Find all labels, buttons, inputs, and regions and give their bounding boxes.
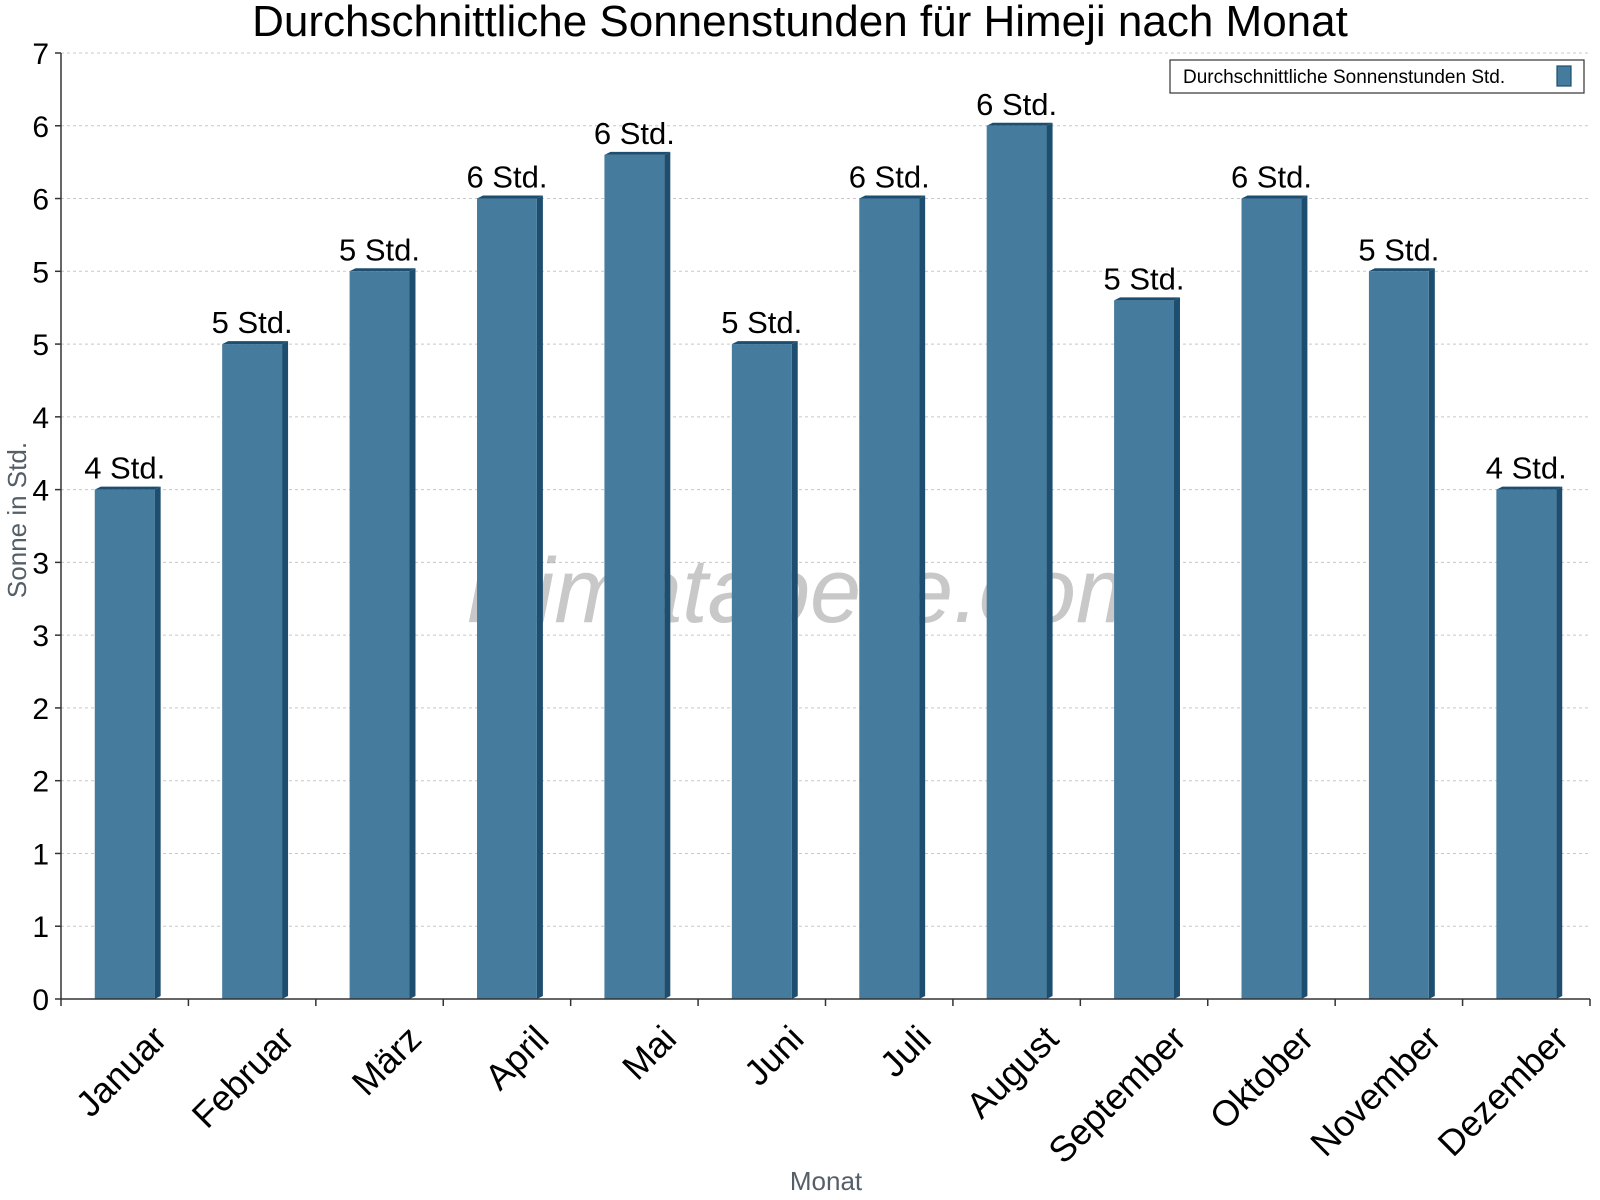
y-tick-label: 2 xyxy=(32,693,49,726)
bar-top xyxy=(477,195,543,199)
legend-label: Durchschnittliche Sonnenstunden Std. xyxy=(1183,67,1505,88)
bar-side xyxy=(1046,122,1053,1000)
bar-side xyxy=(1173,297,1180,999)
data-label: 4 Std. xyxy=(84,451,165,486)
data-label: 6 Std. xyxy=(466,160,547,195)
bar xyxy=(1114,300,1174,999)
x-tick-label: Dezember xyxy=(1430,1018,1576,1164)
y-tick-label: 5 xyxy=(32,329,49,362)
x-tick-label: März xyxy=(344,1018,430,1104)
bar xyxy=(731,344,792,1000)
y-axis-ticks: 0 1 1 2 2 3 3 4 4 5 5 6 6 7 xyxy=(32,38,61,1017)
bar xyxy=(222,344,283,1000)
bar-mai: 6 Std. xyxy=(594,116,675,999)
bar xyxy=(477,198,537,1000)
bar-top xyxy=(604,151,671,155)
x-tick-label: September xyxy=(1040,1018,1194,1172)
data-label: 6 Std. xyxy=(976,87,1057,122)
data-label: 5 Std. xyxy=(339,232,420,267)
x-tick-label: Juni xyxy=(736,1018,812,1094)
chart-title: Durchschnittliche Sonnenstunden für Hime… xyxy=(252,0,1348,46)
bar-side xyxy=(536,195,543,1000)
bar-side xyxy=(154,486,161,1000)
data-label: 5 Std. xyxy=(721,305,802,340)
x-tick-label: Juli xyxy=(872,1018,939,1085)
bar-top xyxy=(1496,486,1563,490)
y-tick-label: 6 xyxy=(32,184,49,217)
data-label: 5 Std. xyxy=(1104,261,1185,296)
x-tick-label: November xyxy=(1302,1018,1448,1164)
bar-september: 5 Std. xyxy=(1104,261,1185,999)
bar-side xyxy=(664,151,671,999)
bar-juni: 5 Std. xyxy=(721,305,802,1000)
bar-oktober: 6 Std. xyxy=(1231,160,1312,1000)
bar-märz: 5 Std. xyxy=(339,232,420,999)
bar-top xyxy=(94,486,161,490)
bar-dezember: 4 Std. xyxy=(1486,451,1567,1000)
bar-side xyxy=(791,341,798,1000)
bar-side xyxy=(282,341,289,1000)
bar-november: 5 Std. xyxy=(1358,232,1439,999)
axes xyxy=(60,53,1590,1000)
legend: Durchschnittliche Sonnenstunden Std. xyxy=(1169,59,1585,94)
x-axis-label: Monat xyxy=(790,1166,863,1196)
bar xyxy=(1496,489,1557,999)
bar-april: 6 Std. xyxy=(466,160,547,1000)
bar-side xyxy=(1556,486,1563,1000)
data-label: 4 Std. xyxy=(1486,451,1567,486)
legend-swatch xyxy=(1556,65,1572,87)
bar-juli: 6 Std. xyxy=(849,160,930,1000)
x-tick-label: Januar xyxy=(68,1018,175,1125)
y-tick-label: 4 xyxy=(32,402,49,435)
y-tick-label: 3 xyxy=(32,547,49,580)
bar-side xyxy=(1301,195,1308,1000)
x-tick-label: Mai xyxy=(614,1018,684,1088)
y-tick-label: 3 xyxy=(32,620,49,653)
bar-januar: 4 Std. xyxy=(84,451,165,1000)
bars: 4 Std. 5 Std. 5 Std. 6 Std. 6 Std. 5 Std. 6 St… xyxy=(84,87,1567,1000)
y-tick-label: 0 xyxy=(32,984,49,1017)
x-tick-label: April xyxy=(477,1018,557,1098)
grid-lines xyxy=(61,52,1590,927)
bar-august: 6 Std. xyxy=(976,87,1057,1000)
bar-side xyxy=(409,268,416,999)
bar-side xyxy=(919,195,926,1000)
y-tick-label: 5 xyxy=(32,256,49,289)
x-tick-label: Oktober xyxy=(1202,1018,1322,1138)
bar-side xyxy=(1428,268,1435,999)
bar-top xyxy=(986,122,1053,126)
data-label: 6 Std. xyxy=(849,160,930,195)
bar xyxy=(986,125,1047,1000)
x-tick-label: August xyxy=(958,1018,1066,1126)
bar-top xyxy=(859,195,926,199)
bar-top xyxy=(222,341,289,345)
bar xyxy=(349,271,410,999)
bar-top xyxy=(1114,297,1180,301)
data-label: 6 Std. xyxy=(1231,160,1312,195)
y-tick-label: 7 xyxy=(32,38,49,71)
data-label: 6 Std. xyxy=(594,116,675,151)
bar xyxy=(604,154,665,999)
bar xyxy=(1368,271,1429,999)
bar xyxy=(1241,198,1302,1000)
bar xyxy=(94,489,155,999)
y-tick-label: 1 xyxy=(32,838,49,871)
x-tick-label: Februar xyxy=(184,1018,302,1136)
bar-top xyxy=(349,268,416,272)
data-label: 5 Std. xyxy=(1358,232,1439,267)
legend-box xyxy=(1169,59,1585,94)
y-tick-label: 1 xyxy=(32,911,49,944)
y-tick-label: 6 xyxy=(32,111,49,144)
bar-top xyxy=(1241,195,1308,199)
y-tick-label: 2 xyxy=(32,766,49,799)
bar-februar: 5 Std. xyxy=(212,305,293,1000)
data-label: 5 Std. xyxy=(212,305,293,340)
bar-top xyxy=(731,341,798,345)
bar-top xyxy=(1368,268,1435,272)
bar xyxy=(859,198,920,1000)
y-tick-label: 4 xyxy=(32,475,49,508)
x-axis-ticks: Januar Februar März April Mai Juni Juli AugustS… xyxy=(60,999,1591,1172)
y-axis-label: Sonne in Std. xyxy=(2,442,32,598)
